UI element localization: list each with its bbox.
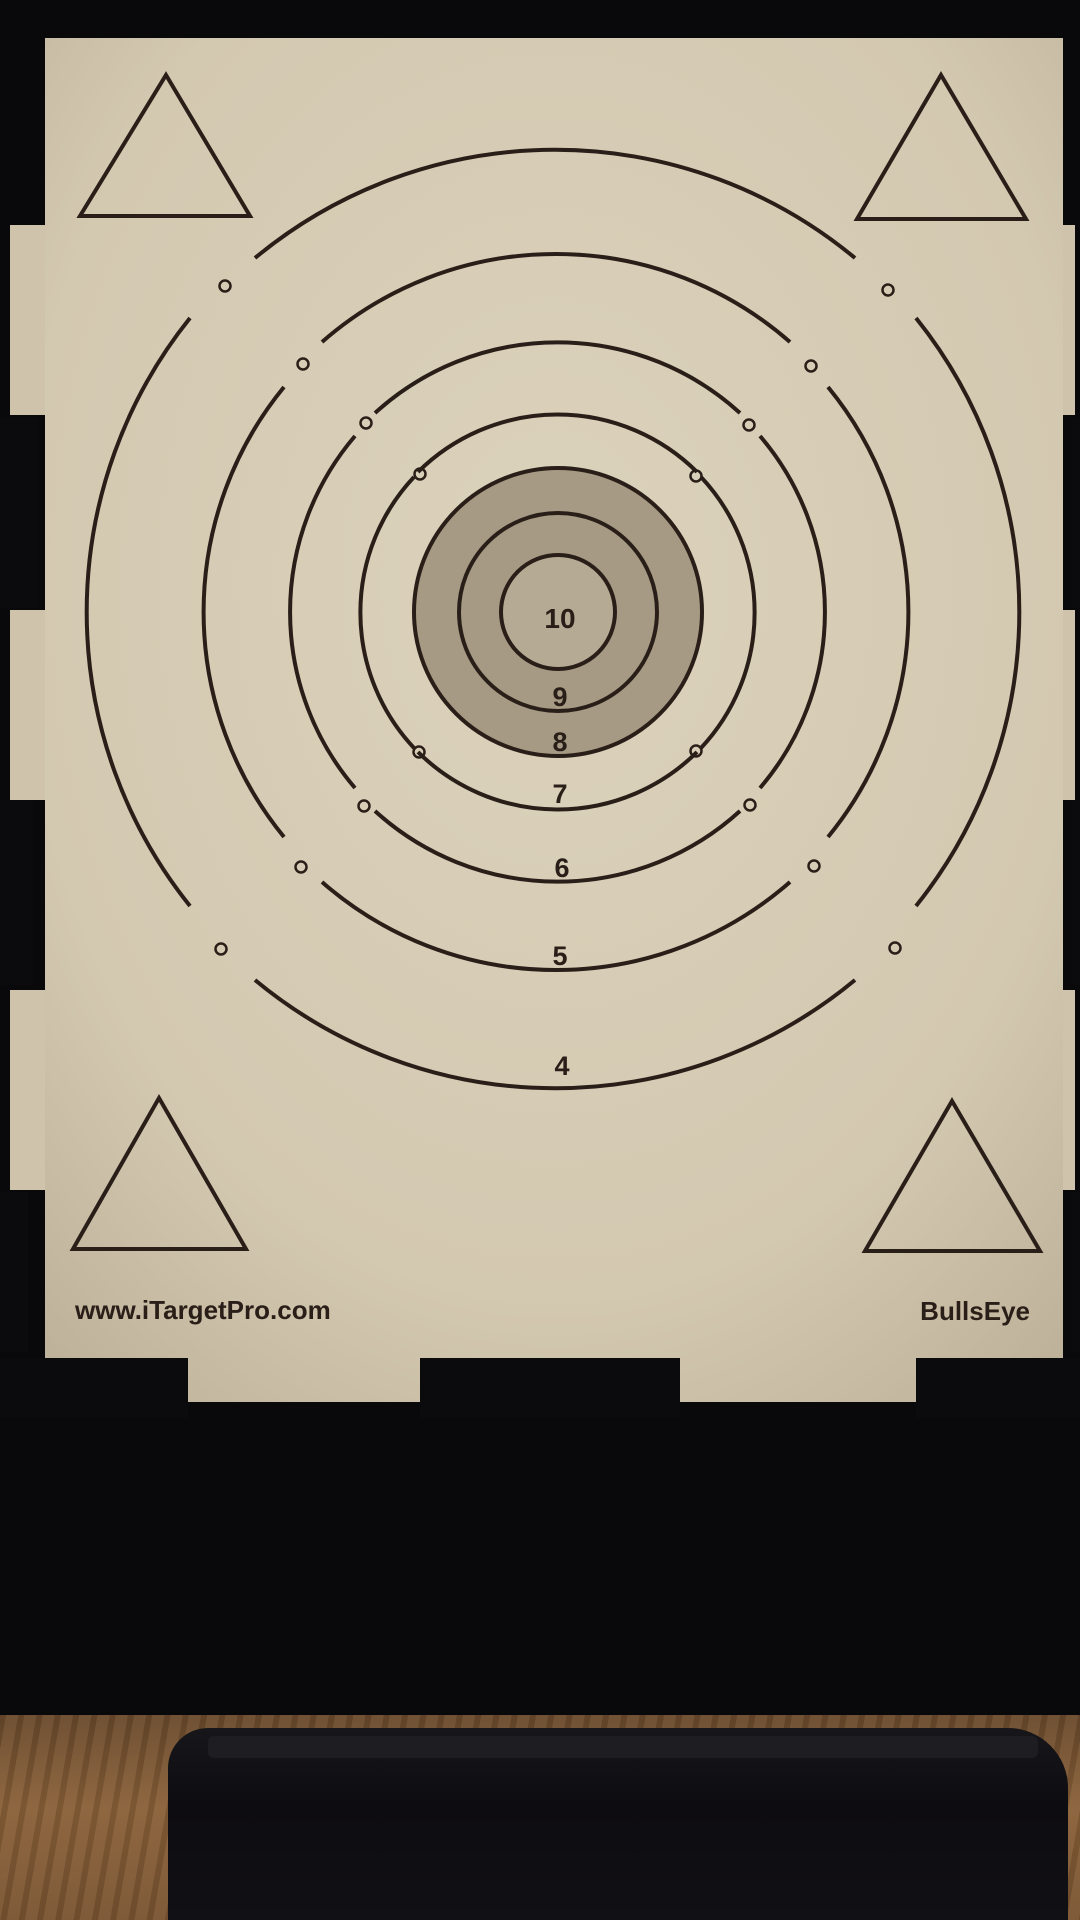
alignment-dot [413, 467, 427, 481]
side-clip [1070, 800, 1080, 985]
paper-right-edge [1063, 990, 1075, 1190]
alignment-dot [357, 799, 371, 813]
ring-5-arc [320, 252, 792, 344]
ring-label-8: 8 [552, 727, 567, 757]
side-clip [0, 800, 34, 985]
alignment-dot [689, 744, 703, 758]
ring-7-arc [416, 412, 699, 474]
ring-label-4: 4 [554, 1051, 569, 1081]
paper-right-edge [1063, 225, 1075, 415]
ring-6-arc [758, 434, 827, 790]
target-stand-base [168, 1728, 1068, 1920]
ring-9-circle [457, 511, 659, 713]
alignment-dot [804, 359, 818, 373]
ring-label-6: 6 [554, 853, 569, 883]
side-clip [1070, 418, 1080, 608]
ring-7-arc [416, 750, 699, 812]
alignment-dot [359, 416, 373, 430]
ring-10-circle [499, 553, 617, 671]
paper-left-edge [10, 990, 45, 1190]
alignment-dot [296, 357, 310, 371]
triangle-marker-top-left [76, 71, 254, 218]
ring-label-7: 7 [552, 779, 567, 809]
ring-label-10: 10 [544, 603, 575, 634]
alignment-dot [412, 745, 426, 759]
side-clip [1070, 1192, 1080, 1352]
side-clip [0, 418, 38, 608]
ring-4-arc [84, 316, 192, 908]
paper-right-edge [1063, 610, 1075, 800]
alignment-dot [881, 283, 895, 297]
side-clip [0, 1192, 28, 1352]
ring-4-arc [253, 978, 857, 1091]
clip-tab [916, 1358, 1080, 1418]
alignment-dot [742, 418, 756, 432]
paper-left-edge [10, 610, 45, 800]
ring-label-5: 5 [552, 941, 567, 971]
ring-5-arc [320, 880, 792, 972]
ring-6-arc [373, 809, 742, 884]
ring-label-9: 9 [552, 682, 567, 712]
ring-4-arc [253, 147, 857, 260]
clip-tab [0, 1358, 188, 1418]
ring-7-arc [699, 475, 757, 750]
brand-name: BullsEye [920, 1296, 1030, 1326]
ring-7-arc [358, 475, 416, 750]
alignment-dot [807, 859, 821, 873]
alignment-dot [743, 798, 757, 812]
paper-left-edge [10, 225, 45, 415]
ring-6-arc [373, 340, 742, 415]
stand-ridge [208, 1736, 1038, 1758]
alignment-dot [888, 941, 902, 955]
ring-6-arc [288, 434, 357, 790]
triangle-marker-bottom-right [861, 1097, 1044, 1253]
ring-4-arc [914, 316, 1022, 908]
clip-tab [420, 1358, 680, 1418]
alignment-dot [214, 942, 228, 956]
alignment-dot [294, 860, 308, 874]
alignment-dot [689, 469, 703, 483]
alignment-dot [218, 279, 232, 293]
ring-5-arc [826, 385, 911, 839]
triangle-marker-bottom-left [69, 1093, 250, 1251]
website-url: www.iTargetPro.com [74, 1295, 331, 1325]
triangle-marker-top-right [853, 71, 1030, 221]
ring-5-arc [201, 385, 286, 839]
